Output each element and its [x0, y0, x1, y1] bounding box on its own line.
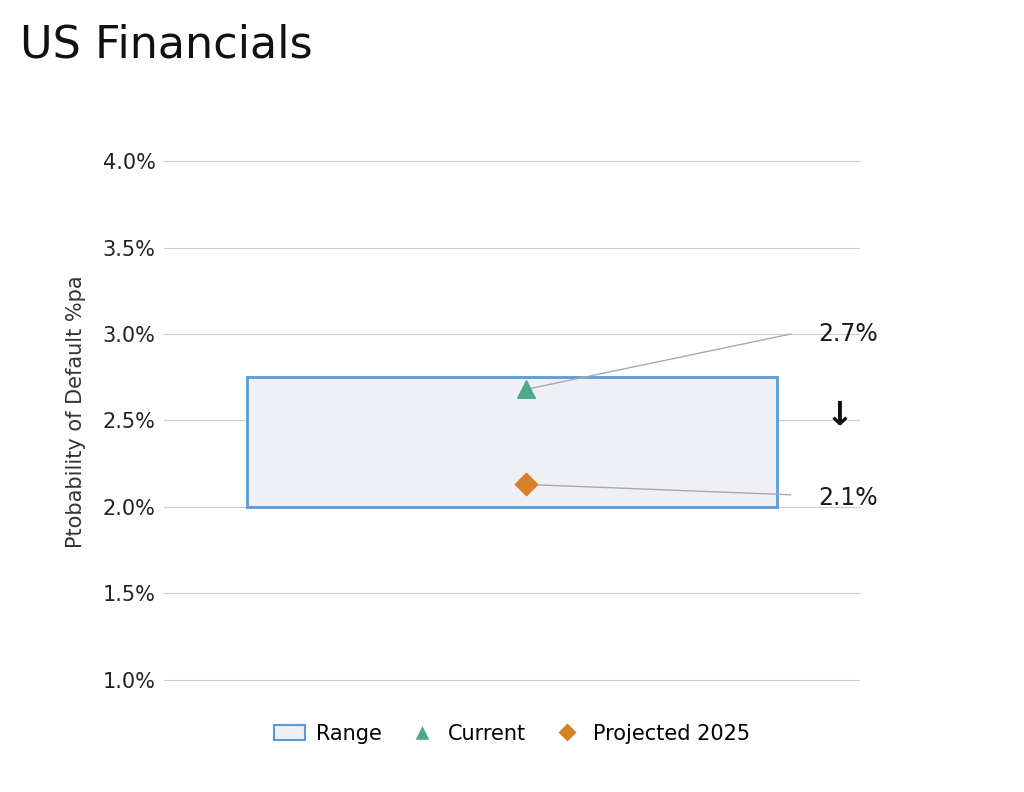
Text: 2.7%: 2.7% [818, 322, 879, 346]
Bar [248, 377, 776, 507]
Text: US Financials: US Financials [20, 24, 313, 67]
Point [518, 383, 535, 396]
Text: 2.1%: 2.1% [818, 486, 878, 510]
Point [518, 478, 535, 491]
Legend: Range, Current, Projected 2025: Range, Current, Projected 2025 [265, 715, 759, 752]
Y-axis label: Ptobability of Default %pa: Ptobability of Default %pa [66, 276, 86, 548]
Text: ↓: ↓ [825, 399, 853, 432]
